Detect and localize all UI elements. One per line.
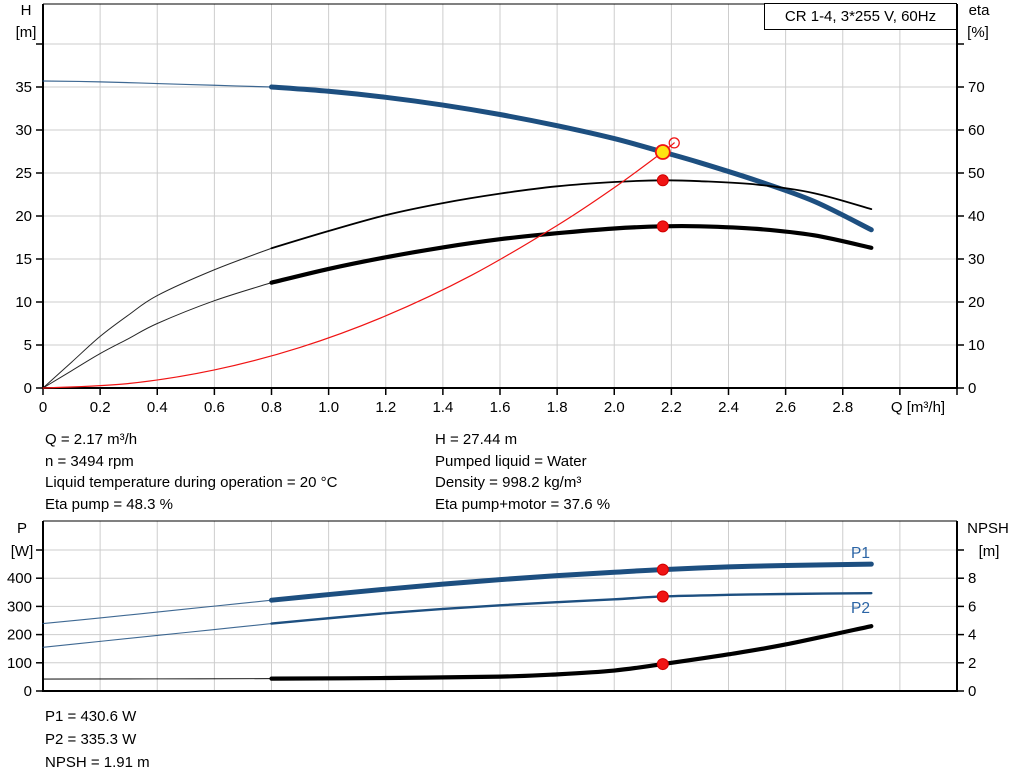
power-info-column: P1 = 430.6 W P2 = 335.3 W NPSH = 1.91 m (45, 705, 150, 774)
duty-point[interactable] (654, 144, 671, 160)
x-axis-tick-label: 2.6 (775, 399, 796, 416)
left-axis-title: [m] (16, 24, 37, 41)
x-axis-tick-label: 0.6 (204, 399, 225, 416)
left-axis-tick-label: 5 (24, 337, 32, 354)
pump-model-title: CR 1-4, 3*255 V, 60Hz (764, 3, 957, 30)
x-axis-tick-label: 2.2 (661, 399, 682, 416)
right-axis-tick-label: 0 (968, 683, 976, 700)
left-axis-tick-label: 35 (15, 79, 32, 96)
info-pumped-liquid: Pumped liquid = Water (435, 452, 587, 470)
x-axis-tick-label: 0.8 (261, 399, 282, 416)
right-axis-tick-label: 4 (968, 627, 976, 644)
right-axis-title: NPSH (967, 520, 1009, 537)
info-speed: n = 3494 rpm (45, 452, 134, 470)
info-density: Density = 998.2 kg/m³ (435, 474, 582, 491)
p1-curve-thin (42, 599, 273, 625)
system-curve (42, 142, 675, 389)
p2-curve-thin (42, 623, 273, 648)
info-p2: P2 = 335.3 W (45, 731, 137, 748)
left-axis-tick-label: 0 (24, 683, 32, 700)
npsh-point (656, 658, 669, 671)
eta-pump-motor-curve-thin (42, 282, 272, 389)
h-q-curve (269, 84, 874, 233)
eta-pump-motor-point (656, 220, 669, 233)
left-axis-tick-label: 25 (15, 165, 32, 182)
left-axis-tick-label: 200 (7, 627, 32, 644)
right-axis-tick-label: 8 (968, 570, 976, 587)
left-axis-title: P (17, 520, 27, 537)
left-axis-title: H (21, 2, 32, 19)
right-axis-tick-label: 30 (968, 251, 985, 268)
left-axis-tick-label: 100 (7, 655, 32, 672)
npsh-curve (269, 624, 874, 681)
p1-point (656, 563, 669, 576)
info-npsh: NPSH = 1.91 m (45, 754, 150, 771)
p2-curve (270, 591, 873, 625)
right-axis-tick-label: 0 (968, 380, 976, 397)
eta-pump-point (656, 174, 669, 187)
x-axis-tick-label: 1.4 (432, 399, 453, 416)
x-axis-tick-label: 0 (39, 399, 47, 416)
right-axis-tick-label: 70 (968, 79, 985, 96)
p1-curve (269, 561, 874, 603)
info-flow: Q = 2.17 m³/h (45, 431, 138, 448)
duty-info-left-column: Q = 2.17 m³/h n = 3494 rpm Liquid temper… (45, 429, 337, 515)
left-axis-tick-label: 10 (15, 294, 32, 311)
x-axis-tick-label: 0.4 (147, 399, 168, 416)
left-axis-tick-label: 20 (15, 208, 32, 225)
left-axis-tick-label: 15 (15, 251, 32, 268)
x-axis-tick-label: 1.0 (318, 399, 339, 416)
info-eta-pump: Eta pump = 48.3 % (45, 495, 173, 513)
left-axis-tick-label: 0 (24, 380, 32, 397)
info-eta-pump-motor: Eta pump+motor = 37.6 % (435, 495, 611, 513)
requested-duty-ring (668, 137, 680, 149)
x-axis-tick-label: 2.8 (832, 399, 853, 416)
x-axis-tick-label: 2.4 (718, 399, 739, 416)
right-axis-tick-label: 20 (968, 294, 985, 311)
right-axis-tick-label: 60 (968, 122, 985, 139)
right-axis-tick-label: 2 (968, 655, 976, 672)
x-axis-tick-label: 0.2 (90, 399, 111, 416)
curve-label-p2: P2 (851, 600, 870, 617)
left-axis-tick-label: 300 (7, 598, 32, 615)
right-axis-tick-label: 40 (968, 208, 985, 225)
info-p1: P1 = 430.6 W (45, 708, 137, 725)
eta-pump-curve-thin (42, 247, 272, 389)
left-axis-title: [W] (11, 543, 34, 560)
right-axis-title: [m] (979, 543, 1000, 560)
curve-label-p1: P1 (851, 545, 870, 562)
p2-point (656, 590, 669, 603)
x-axis-tick-label: 1.8 (547, 399, 568, 416)
right-axis-title: [%] (967, 24, 989, 41)
duty-info-right-column: H = 27.44 m Pumped liquid = Water Densit… (435, 429, 610, 515)
eta-pump-motor-curve (269, 223, 874, 285)
x-axis-title: Q [m³/h] (891, 399, 945, 416)
right-axis-title: eta (969, 2, 991, 19)
left-axis-tick-label: 30 (15, 122, 32, 139)
h-q-curve-thin (42, 80, 273, 88)
info-head: H = 27.44 m (435, 431, 518, 448)
right-axis-tick-label: 10 (968, 337, 985, 354)
eta-pump-curve (270, 179, 873, 250)
x-axis-tick-label: 1.6 (490, 399, 511, 416)
x-axis-tick-label: 1.2 (375, 399, 396, 416)
right-axis-tick-label: 50 (968, 165, 985, 182)
left-axis-tick-label: 400 (7, 570, 32, 587)
x-axis-tick-label: 2.0 (604, 399, 625, 416)
right-axis-tick-label: 6 (968, 598, 976, 615)
info-liquid-temperature: Liquid temperature during operation = 20… (45, 474, 338, 491)
